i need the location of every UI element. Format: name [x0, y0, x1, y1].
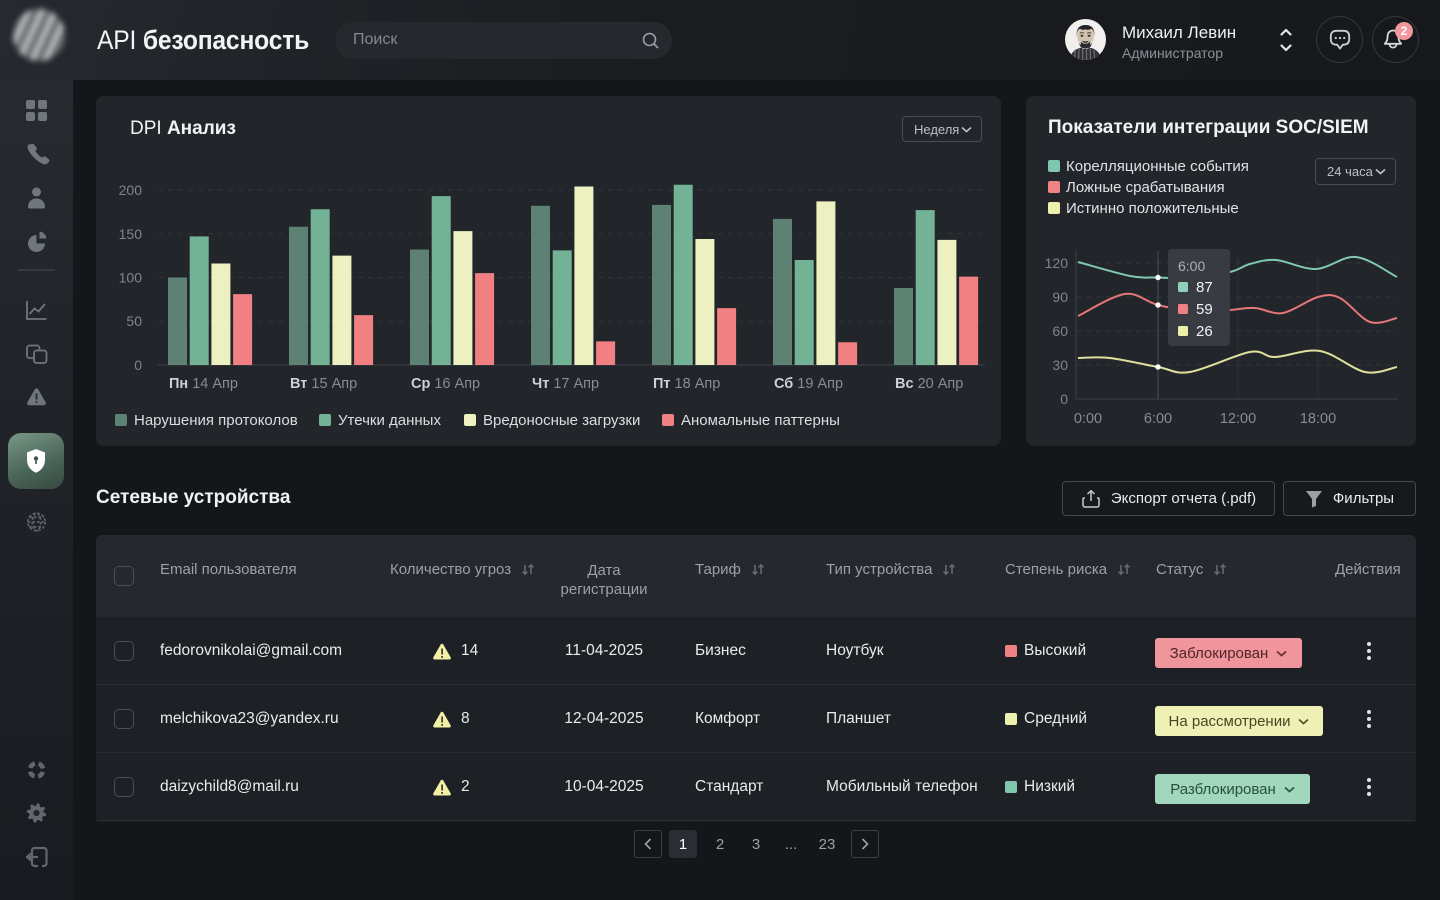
svg-text:200: 200: [119, 182, 143, 198]
svg-text:Сб 19 Апр: Сб 19 Апр: [774, 376, 843, 392]
svg-text:26: 26: [1196, 323, 1213, 340]
svg-text:Корелляционные события: Корелляционные события: [1066, 158, 1249, 175]
svg-text:0:00: 0:00: [1074, 411, 1102, 427]
svg-text:Ср 16 Апр: Ср 16 Апр: [411, 376, 480, 392]
svg-text:50: 50: [126, 313, 142, 329]
svg-text:Вс 20 Апр: Вс 20 Апр: [895, 376, 963, 392]
svg-text:Утечки данных: Утечки данных: [338, 412, 441, 429]
svg-text:Вредоносные загрузки: Вредоносные загрузки: [483, 412, 640, 429]
svg-text:Чт 17 Апр: Чт 17 Апр: [532, 376, 599, 392]
svg-text:Пт 18 Апр: Пт 18 Апр: [653, 376, 720, 392]
svg-text:18:00: 18:00: [1300, 411, 1336, 427]
svg-text:12:00: 12:00: [1220, 411, 1256, 427]
svg-text:100: 100: [119, 270, 143, 286]
svg-text:59: 59: [1196, 301, 1213, 318]
svg-text:Ложные срабатывания: Ложные срабатывания: [1066, 179, 1225, 196]
svg-text:150: 150: [119, 226, 143, 242]
svg-text:87: 87: [1196, 279, 1213, 296]
svg-text:6:00: 6:00: [1178, 258, 1205, 274]
svg-text:Истинно положительные: Истинно положительные: [1066, 200, 1239, 217]
svg-text:Аномальные паттерны: Аномальные паттерны: [681, 412, 840, 429]
svg-text:6:00: 6:00: [1144, 411, 1172, 427]
svg-text:0: 0: [134, 357, 142, 373]
svg-text:Вт 15 Апр: Вт 15 Апр: [290, 376, 357, 392]
svg-text:90: 90: [1052, 289, 1068, 305]
svg-text:120: 120: [1045, 255, 1069, 271]
svg-text:30: 30: [1052, 357, 1068, 373]
svg-text:Пн 14 Апр: Пн 14 Апр: [169, 376, 238, 392]
svg-text:0: 0: [1060, 391, 1068, 407]
svg-text:60: 60: [1052, 323, 1068, 339]
svg-text:Нарушения протоколов: Нарушения протоколов: [134, 412, 298, 429]
